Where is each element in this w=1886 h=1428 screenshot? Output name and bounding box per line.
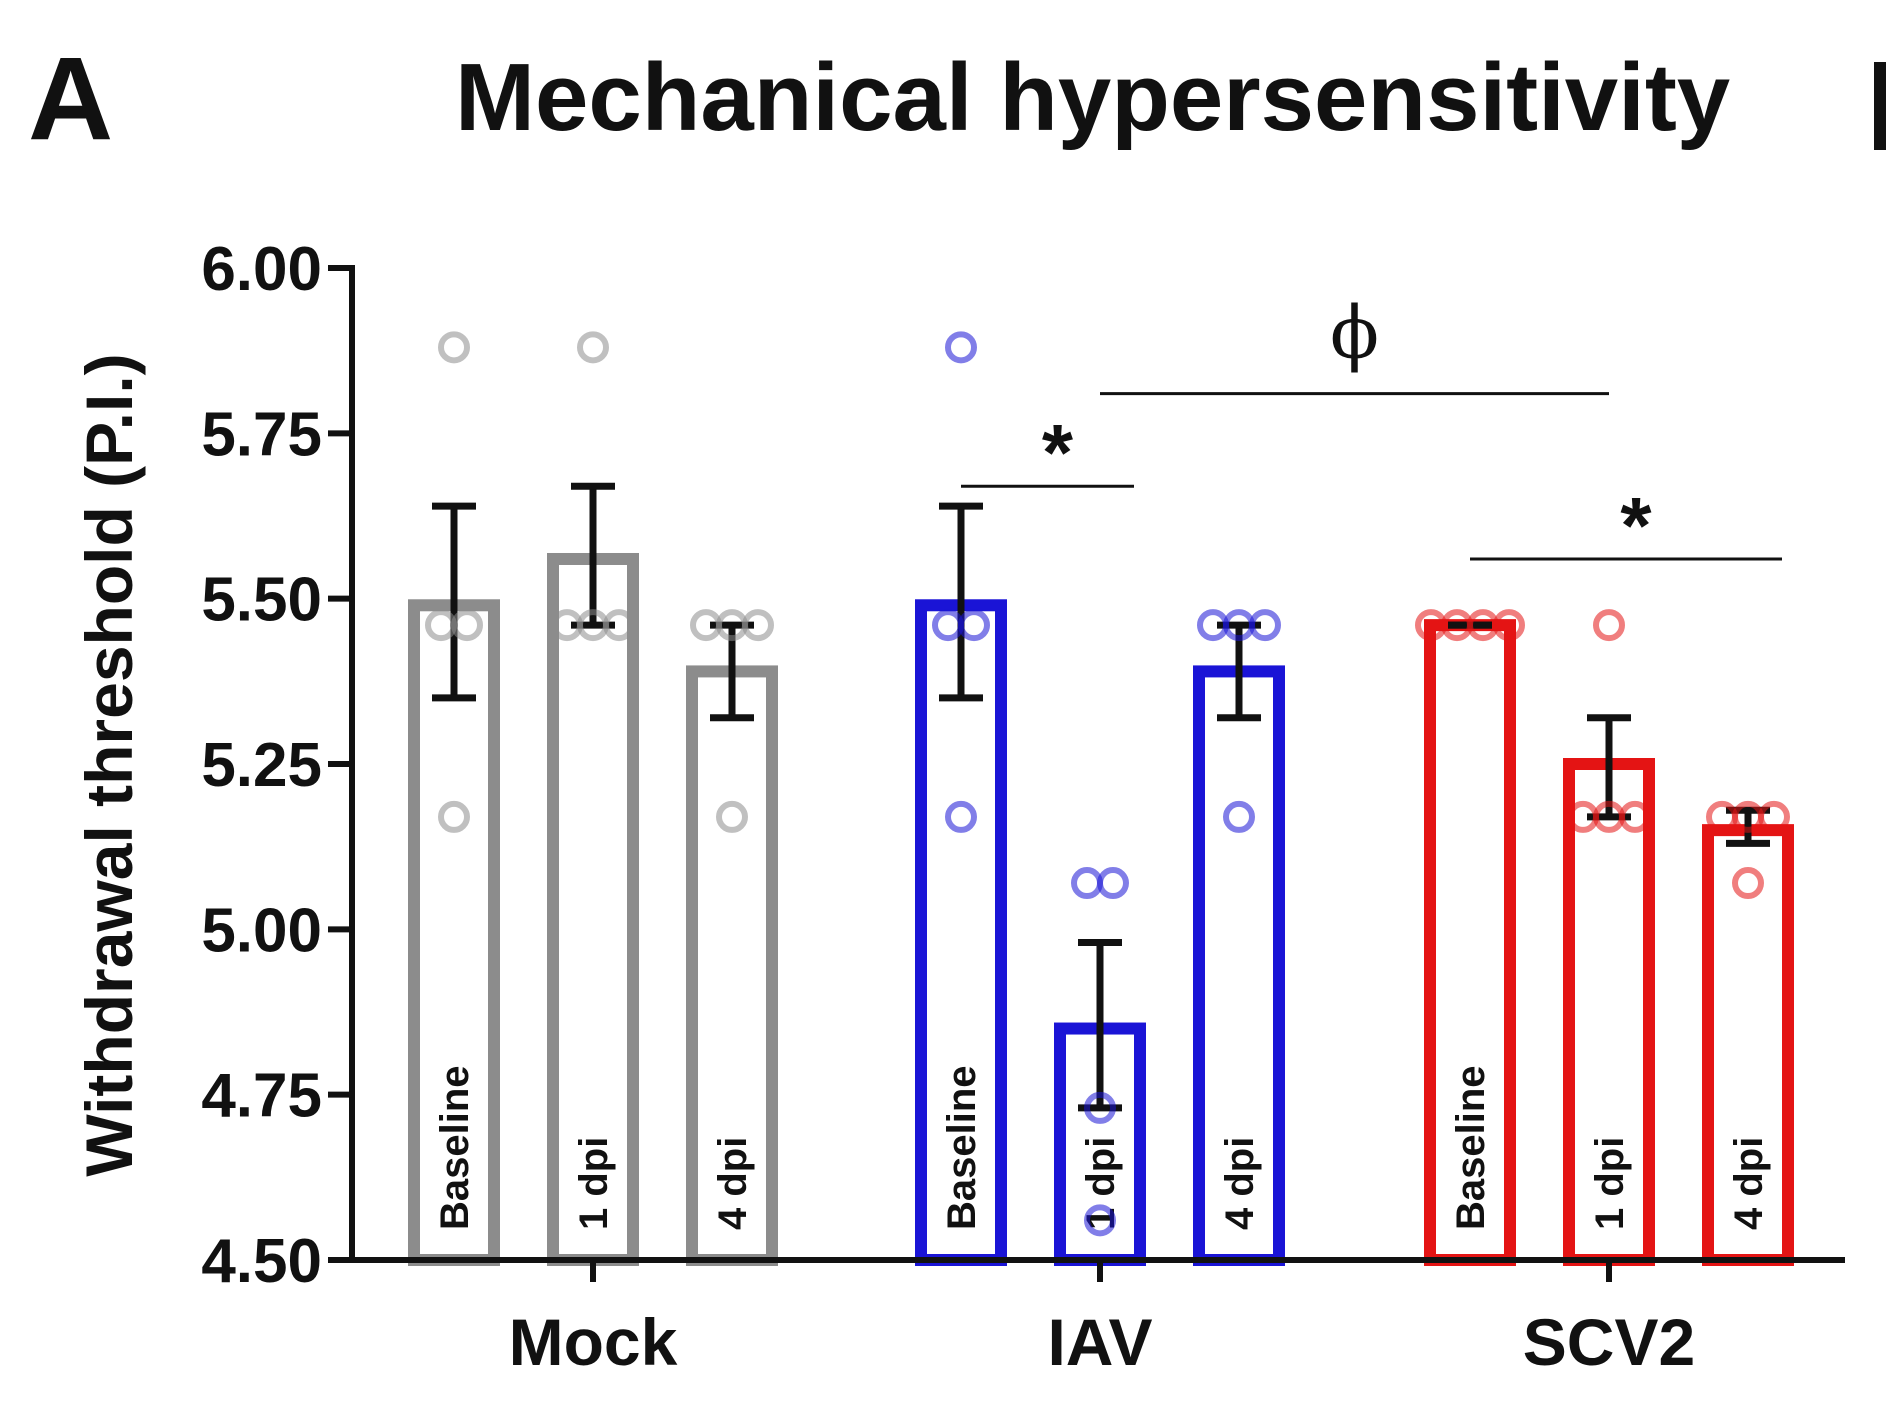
x-category-label: SCV2 (1523, 1305, 1695, 1379)
x-category-label: IAV (1047, 1305, 1152, 1379)
bar-label: Baseline (940, 1065, 984, 1230)
x-category-label: Mock (509, 1305, 678, 1379)
data-point (1084, 1091, 1116, 1124)
adjacent-panel-edge (1874, 62, 1886, 150)
y-tick-label: 6.00 (201, 235, 322, 304)
bar-label: 4 dpi (1218, 1137, 1262, 1230)
y-tick-label: 4.75 (201, 1062, 322, 1131)
annotations-layer: * ϕ * (961, 291, 1782, 570)
data-point (945, 800, 977, 833)
axes-layer: Mock IAV SCV2 4.50 4.75 5.00 5.25 5.50 5.75 6.00 (201, 235, 1845, 1379)
bar-label: Baseline (433, 1065, 477, 1230)
chart-title: Mechanical hypersensitivity (455, 44, 1731, 151)
data-points-layer (425, 331, 1790, 1237)
data-point (438, 800, 470, 833)
data-point (1084, 1204, 1116, 1237)
bar-label: Baseline (1449, 1065, 1493, 1230)
data-point (1223, 800, 1255, 833)
data-point (742, 609, 774, 642)
y-tick-label: 5.25 (201, 731, 322, 800)
significance-phi: ϕ (1330, 291, 1379, 375)
data-point (945, 331, 977, 364)
y-tick-label: 5.00 (201, 896, 322, 965)
data-point (1249, 609, 1281, 642)
data-point (438, 331, 470, 364)
data-point (1493, 609, 1525, 642)
y-tick-label: 5.50 (201, 566, 322, 635)
bar-label: 1 dpi (572, 1137, 616, 1230)
y-tick-label: 4.50 (201, 1227, 322, 1296)
data-point (716, 800, 748, 833)
bar-label: 1 dpi (1588, 1137, 1632, 1230)
data-point (1732, 867, 1764, 900)
data-point (603, 609, 635, 642)
y-axis-label: Withdrawal threshold (P.I.) (72, 353, 146, 1176)
panel-letter: A (28, 33, 114, 165)
significance-star: * (1042, 408, 1074, 497)
data-point (1071, 867, 1103, 900)
data-point (451, 609, 483, 642)
data-point (1593, 609, 1625, 642)
data-point (1097, 867, 1129, 900)
significance-star: * (1620, 481, 1652, 570)
y-tick-label: 5.75 (201, 400, 322, 469)
data-point (1758, 800, 1790, 833)
data-point (577, 331, 609, 364)
bar-label: 4 dpi (1727, 1137, 1771, 1230)
data-point (1619, 800, 1651, 833)
data-point (958, 609, 990, 642)
bars-layer: Baseline 1 dpi 4 dpi Baseline 1 dpi 4 dpi Base… (408, 552, 1794, 1267)
bar-label: 4 dpi (711, 1137, 755, 1230)
